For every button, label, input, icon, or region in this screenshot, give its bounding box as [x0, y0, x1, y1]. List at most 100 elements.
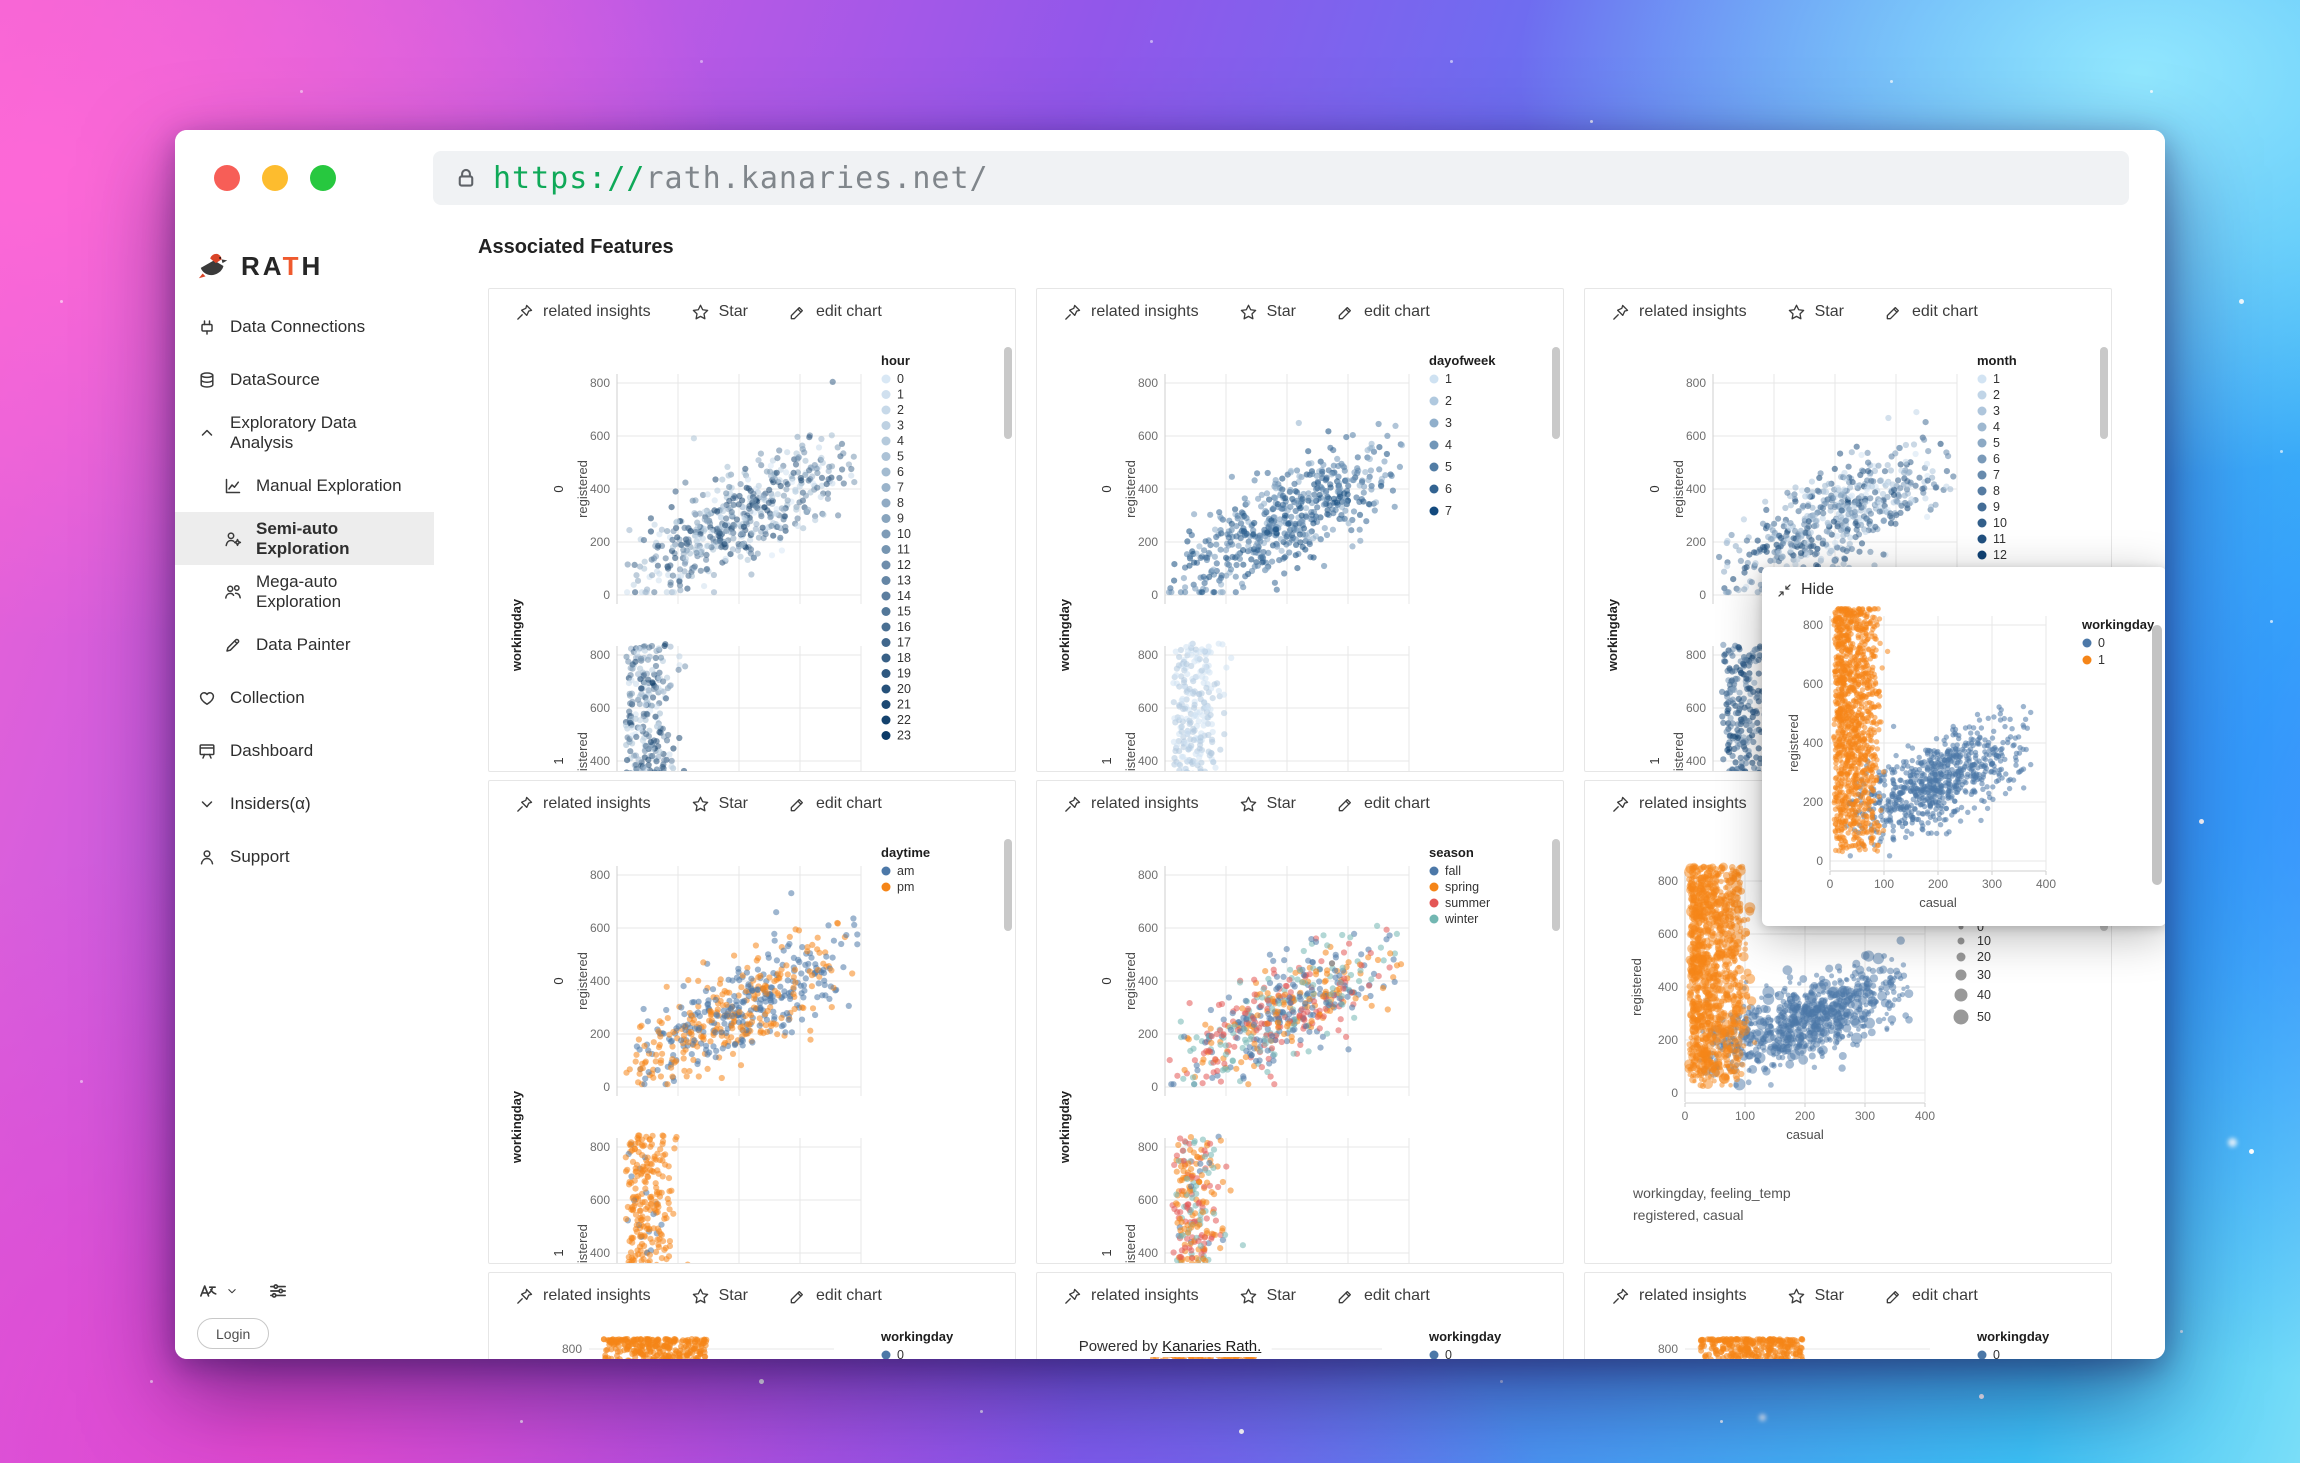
address-bar[interactable]: https://rath.kanaries.net/: [433, 151, 2129, 205]
star-button[interactable]: Star: [1239, 303, 1296, 322]
pencil-icon: [1338, 306, 1351, 319]
chart-detail-overlay: Hide 800 600 400 200 0 registered 0 100 200 300 40…: [1762, 567, 2165, 926]
rath-bird-icon: [198, 253, 228, 279]
line-chart-icon: [225, 478, 241, 493]
insight-card-grid: related insights Star edit chart working…: [488, 288, 2112, 1359]
edit-chart-button[interactable]: edit chart: [788, 795, 882, 814]
edit-chart-label: edit chart: [1363, 303, 1430, 320]
close-window-button[interactable]: [214, 165, 240, 191]
scatter-chart-month[interactable]: workingday 800 600 400 200 0 0 registered 800 600…: [1585, 335, 2101, 772]
related-insights-button[interactable]: related insights: [1063, 303, 1199, 322]
pencil-icon: [790, 798, 803, 811]
svg-text:400: 400: [1915, 1109, 1935, 1123]
sidebar-item-datasource[interactable]: DataSource: [175, 353, 434, 406]
edit-chart-button[interactable]: edit chart: [1884, 1287, 1978, 1306]
star-label: Star: [1266, 1287, 1296, 1304]
sidebar-item-dashboard[interactable]: Dashboard: [175, 724, 434, 777]
star-button[interactable]: Star: [1787, 1287, 1844, 1306]
svg-text:1: 1: [551, 757, 566, 764]
sidebar-item-support[interactable]: Support: [175, 830, 434, 883]
svg-text:600: 600: [590, 701, 610, 715]
related-insights-button[interactable]: related insights: [515, 1287, 651, 1306]
scatter-chart-season[interactable]: workingday 800 600 400 200 0 0 registered 800 600…: [1037, 827, 1553, 1264]
star-button[interactable]: Star: [1239, 795, 1296, 814]
edit-chart-button[interactable]: edit chart: [1336, 795, 1430, 814]
sidebar-item-data-painter[interactable]: Data Painter: [175, 618, 434, 671]
edit-chart-button[interactable]: edit chart: [1336, 303, 1430, 322]
card-scrollbar[interactable]: [1004, 341, 1012, 765]
related-insights-label: related insights: [1639, 1287, 1747, 1304]
svg-text:12: 12: [897, 558, 911, 572]
card-scrollbar[interactable]: [1004, 833, 1012, 1257]
star-icon: [1240, 796, 1256, 811]
svg-text:workingday: workingday: [509, 598, 524, 672]
sidebar-item-mega-auto-exploration[interactable]: Mega-auto Exploration: [175, 565, 434, 618]
related-insights-button[interactable]: related insights: [1063, 1287, 1199, 1306]
card-scrollbar[interactable]: [2100, 341, 2108, 765]
chart-fields-caption: registered, casual: [1633, 1207, 1744, 1223]
svg-text:registered: registered: [1123, 1224, 1138, 1264]
svg-text:800: 800: [1658, 874, 1678, 888]
card-scrollbar[interactable]: [1552, 341, 1560, 765]
svg-text:registered: registered: [1671, 732, 1686, 772]
sidebar-nav: Data Connections DataSource Exploratory …: [175, 300, 434, 883]
related-insights-button[interactable]: related insights: [515, 303, 651, 322]
scatter-chart-dayofweek[interactable]: workingday 800 600 400 200 0 0 registered 800 600…: [1037, 335, 1553, 772]
star-button[interactable]: Star: [691, 303, 748, 322]
svg-text:18: 18: [897, 651, 911, 665]
pin-icon: [1065, 1288, 1081, 1304]
star-button[interactable]: Star: [691, 795, 748, 814]
sidebar-item-exploratory-data-analysis[interactable]: Exploratory Data Analysis: [175, 406, 434, 459]
sidebar-item-label: Manual Exploration: [256, 475, 402, 495]
svg-text:registered: registered: [575, 1224, 590, 1264]
scatter-chart-workingday[interactable]: 800workingday01: [489, 1319, 1005, 1359]
sidebar-item-label: Support: [230, 846, 290, 866]
svg-text:600: 600: [1686, 429, 1706, 443]
zoom-window-button[interactable]: [310, 165, 336, 191]
star-icon: [1788, 1288, 1804, 1303]
star-button[interactable]: Star: [1239, 1287, 1296, 1306]
sidebar-item-semi-auto-exploration[interactable]: Semi-auto Exploration: [175, 512, 434, 565]
sidebar-item-insiders[interactable]: Insiders(α): [175, 777, 434, 830]
login-button[interactable]: Login: [197, 1318, 270, 1349]
sidebar-item-data-connections[interactable]: Data Connections: [175, 300, 434, 353]
kanaries-rath-link[interactable]: Kanaries Rath.: [1162, 1338, 1262, 1355]
related-insights-button[interactable]: related insights: [1611, 1287, 1747, 1306]
chevron-down-icon[interactable]: [225, 1284, 239, 1298]
minimize-window-button[interactable]: [262, 165, 288, 191]
scatter-chart-registered-casual[interactable]: 800 600 400 200 0 registered 0 100 200 300 400 casu…: [1585, 827, 2101, 1264]
star-icon: [1788, 304, 1804, 319]
edit-chart-button[interactable]: edit chart: [1884, 303, 1978, 322]
browser-window: https://rath.kanaries.net/ RATH Data Con…: [175, 130, 2165, 1359]
language-icon[interactable]: [197, 1280, 219, 1302]
edit-chart-button[interactable]: edit chart: [788, 303, 882, 322]
svg-text:8: 8: [1993, 484, 2000, 498]
related-insights-button[interactable]: related insights: [1611, 795, 1747, 814]
svg-text:4: 4: [1445, 438, 1452, 452]
hide-label: Hide: [1801, 581, 1834, 598]
related-insights-button[interactable]: related insights: [1063, 795, 1199, 814]
edit-chart-button[interactable]: edit chart: [788, 1287, 882, 1306]
scatter-chart-workingday[interactable]: 800workingday01: [1585, 1319, 2101, 1359]
rath-logo[interactable]: RATH: [175, 244, 434, 288]
card-scrollbar[interactable]: [1552, 833, 1560, 1257]
edit-chart-label: edit chart: [1911, 1287, 1978, 1304]
main-scrollbar[interactable]: [2152, 210, 2162, 1359]
svg-text:300: 300: [1855, 1109, 1875, 1123]
star-button[interactable]: Star: [691, 1287, 748, 1306]
related-insights-button[interactable]: related insights: [1611, 303, 1747, 322]
related-insights-button[interactable]: related insights: [515, 795, 651, 814]
edit-chart-button[interactable]: edit chart: [1336, 1287, 1430, 1306]
heart-icon: [199, 691, 215, 705]
svg-text:4: 4: [1993, 420, 2000, 434]
svg-text:7: 7: [1445, 504, 1452, 518]
sidebar-item-collection[interactable]: Collection: [175, 671, 434, 724]
preferences-icon[interactable]: [267, 1280, 289, 1302]
scatter-chart-daytime[interactable]: workingday 800 600 400 200 0 0 registered 800 600…: [489, 827, 1005, 1264]
sidebar-item-manual-exploration[interactable]: Manual Exploration: [175, 459, 434, 512]
star-button[interactable]: Star: [1787, 303, 1844, 322]
pin-icon: [1613, 1288, 1629, 1304]
hide-overlay-button[interactable]: Hide: [1776, 581, 1834, 599]
